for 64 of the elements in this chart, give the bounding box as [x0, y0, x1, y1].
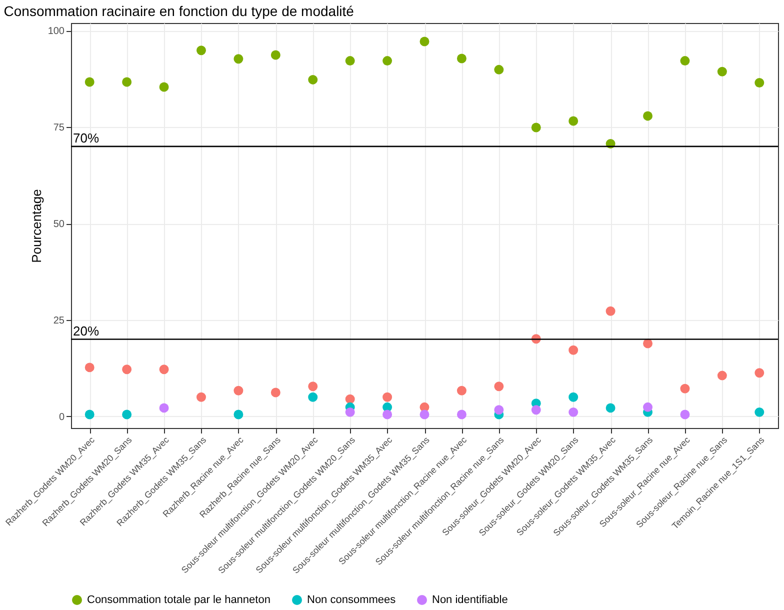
point	[122, 77, 132, 87]
legend-label: Consommation totale par le hanneton	[87, 594, 270, 606]
y-tick-label: 75	[53, 122, 65, 134]
point	[531, 122, 541, 132]
point	[345, 407, 355, 417]
ref-line-label: 70%	[73, 130, 100, 146]
point	[494, 64, 504, 74]
point	[717, 66, 727, 76]
point	[717, 370, 727, 380]
point	[159, 364, 169, 374]
point	[568, 407, 578, 417]
point	[456, 410, 466, 420]
point	[270, 50, 280, 60]
point	[159, 82, 169, 92]
point	[122, 410, 132, 420]
point	[345, 394, 355, 404]
point	[456, 386, 466, 396]
point	[308, 392, 318, 402]
point	[754, 368, 764, 378]
point	[606, 306, 616, 316]
point	[754, 78, 764, 88]
point	[568, 345, 578, 355]
point	[196, 392, 206, 402]
y-tick-label: 0	[58, 412, 65, 423]
point	[494, 405, 504, 415]
point	[643, 338, 653, 348]
point	[84, 362, 94, 372]
y-tick-label: 50	[53, 219, 65, 230]
point	[680, 384, 690, 394]
point	[84, 410, 94, 420]
point	[420, 36, 430, 46]
point	[84, 77, 94, 87]
point	[680, 56, 690, 66]
point	[382, 392, 392, 402]
point	[643, 402, 653, 412]
point	[308, 74, 318, 84]
point	[568, 116, 578, 126]
chart-title: Consommation racinaire en fonction du type de modalité	[4, 3, 354, 19]
point	[234, 54, 244, 64]
point	[122, 364, 132, 374]
point	[568, 392, 578, 402]
y-tick-label: 25	[53, 316, 65, 326]
point	[680, 410, 690, 420]
point	[382, 410, 392, 420]
point	[754, 407, 764, 417]
point	[531, 405, 541, 415]
point	[159, 403, 169, 413]
point	[494, 382, 504, 392]
point	[196, 46, 206, 56]
point	[234, 410, 244, 420]
legend-label: Non consommees	[307, 594, 396, 606]
point	[345, 56, 355, 66]
point	[234, 386, 244, 396]
legend-label: Non identifiable	[432, 594, 508, 606]
point	[382, 56, 392, 66]
y-axis-title: Pourcentage	[28, 189, 44, 263]
point	[420, 410, 430, 420]
point	[308, 382, 318, 392]
point	[456, 54, 466, 64]
point	[606, 403, 616, 413]
ref-line-label: 20%	[73, 323, 100, 338]
point	[270, 388, 280, 398]
point	[643, 111, 653, 121]
y-tick-label: 100	[48, 26, 65, 38]
